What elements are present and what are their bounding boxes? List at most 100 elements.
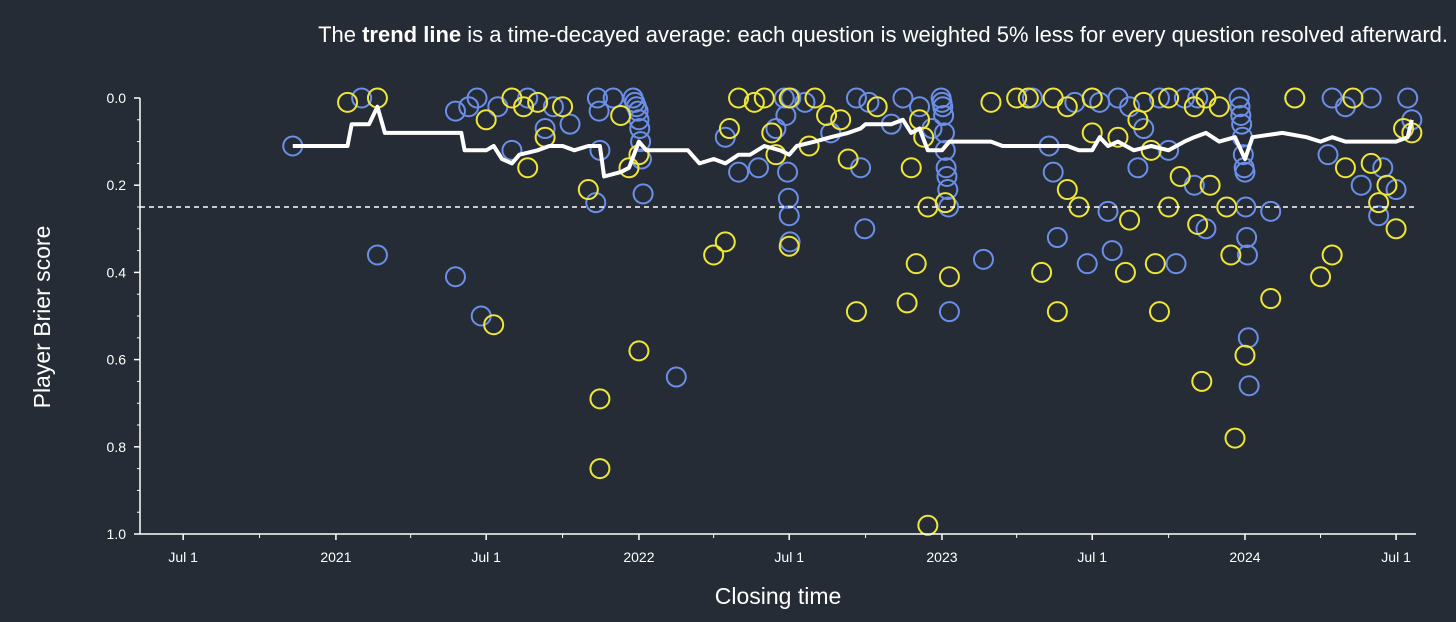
trend-layer xyxy=(292,104,1414,179)
blue-point xyxy=(777,161,799,183)
yellow-point xyxy=(980,91,1002,113)
blue-point xyxy=(1236,244,1258,266)
x-tick-label: Jul 1 xyxy=(1381,549,1411,565)
yellow-point xyxy=(1133,91,1155,113)
yellow-point xyxy=(1360,152,1382,174)
yellow-point xyxy=(1334,157,1356,179)
blue-point xyxy=(1397,87,1419,109)
blue-point xyxy=(1372,157,1394,179)
blue-point xyxy=(1236,227,1258,249)
yellow-point xyxy=(1321,244,1343,266)
blue-point xyxy=(1158,139,1180,161)
blue-point xyxy=(466,87,488,109)
yellow-point xyxy=(1081,122,1103,144)
y-tick-label: 0.6 xyxy=(107,352,127,368)
yellow-point xyxy=(1144,253,1166,275)
yellow-point xyxy=(1260,288,1282,310)
blue-point xyxy=(1076,253,1098,275)
y-tick-label: 0.0 xyxy=(107,90,127,106)
blue-point xyxy=(629,118,651,140)
blue-point xyxy=(542,96,564,118)
blue-point xyxy=(632,183,654,205)
blue-point xyxy=(1368,205,1390,227)
caption-bold: trend line xyxy=(362,22,462,47)
yellow-point xyxy=(866,96,888,118)
yellow-point xyxy=(830,109,852,131)
blue-point xyxy=(938,301,960,323)
yellow-point xyxy=(610,104,632,126)
yellow-point xyxy=(778,87,800,109)
yellow-point xyxy=(845,301,867,323)
blue-point xyxy=(1260,200,1282,222)
yellow-point xyxy=(513,96,535,118)
blue-point xyxy=(588,100,610,122)
blue-point xyxy=(534,118,556,140)
blue-point xyxy=(1046,227,1068,249)
blue-point xyxy=(936,165,958,187)
yellow-point xyxy=(589,458,611,480)
blue-point xyxy=(933,104,955,126)
x-tick-label: 2021 xyxy=(320,549,351,565)
x-tick-label: Jul 1 xyxy=(168,549,198,565)
caption-prefix: The xyxy=(318,22,363,47)
yellow-point xyxy=(483,314,505,336)
blue-point xyxy=(351,87,373,109)
blue-point xyxy=(1148,87,1170,109)
blue-point xyxy=(747,157,769,179)
yellow-point xyxy=(905,253,927,275)
blue-point xyxy=(935,157,957,179)
yellow-point xyxy=(1031,261,1053,283)
blue-point xyxy=(1097,200,1119,222)
blue-point xyxy=(1317,144,1339,166)
yellow-point xyxy=(753,87,775,109)
y-tick-label: 1.0 xyxy=(107,526,127,542)
blue-point xyxy=(1127,157,1149,179)
yellow-point xyxy=(778,235,800,257)
yellow-point xyxy=(527,91,549,113)
blue-point xyxy=(366,244,388,266)
blue-point xyxy=(1231,113,1253,135)
yellow-point xyxy=(1385,218,1407,240)
blue-point xyxy=(854,218,876,240)
yellow-point xyxy=(1006,87,1028,109)
blue-point xyxy=(794,91,816,113)
yellow-point xyxy=(628,340,650,362)
yellow-point xyxy=(1199,174,1221,196)
yellow-point xyxy=(1169,165,1191,187)
blue-point xyxy=(1237,327,1259,349)
y-tick-label: 0.4 xyxy=(107,264,127,280)
x-tick-label: 2022 xyxy=(623,549,654,565)
yellow-point xyxy=(1056,96,1078,118)
blue-point xyxy=(1230,104,1252,126)
blue-point xyxy=(444,100,466,122)
blue-point xyxy=(1232,144,1254,166)
trend-line xyxy=(292,104,1414,179)
yellow-point xyxy=(1081,87,1103,109)
yellow-point xyxy=(1056,179,1078,201)
yellow-point xyxy=(475,109,497,131)
blue-point xyxy=(586,87,608,109)
blue-point xyxy=(892,87,914,109)
yellow-point xyxy=(1208,96,1230,118)
yellow-point xyxy=(728,87,750,109)
yellow-point xyxy=(589,388,611,410)
yellow-point xyxy=(1284,87,1306,109)
x-tick-label: 2024 xyxy=(1229,549,1260,565)
blue-point xyxy=(665,366,687,388)
yellow-point xyxy=(1046,301,1068,323)
blue-point xyxy=(1165,253,1187,275)
yellow-point xyxy=(1310,266,1332,288)
blue-point xyxy=(728,161,750,183)
chart-caption: The trend line is a time-decayed average… xyxy=(0,22,1456,48)
caption-suffix: is a time-decayed average: each question… xyxy=(461,22,1448,47)
x-axis-title: Closing time xyxy=(715,583,842,609)
blue-point xyxy=(1321,87,1343,109)
yellow-point xyxy=(900,157,922,179)
yellow-point xyxy=(1042,87,1064,109)
yellow-point xyxy=(1376,174,1398,196)
blue-point xyxy=(1234,161,1256,183)
yellow-point xyxy=(761,122,783,144)
yellow-point xyxy=(1187,213,1209,235)
blue-point xyxy=(1238,375,1260,397)
yellow-point xyxy=(577,179,599,201)
